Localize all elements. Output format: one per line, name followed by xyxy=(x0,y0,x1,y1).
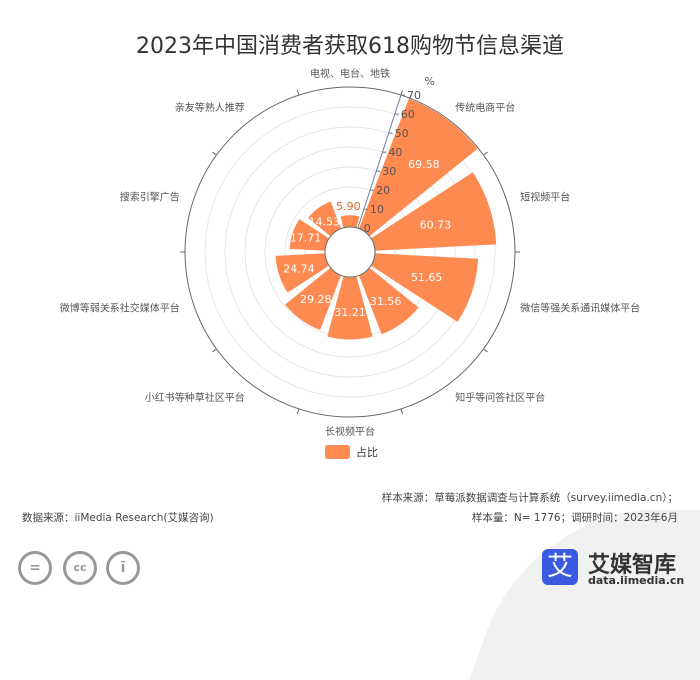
logo-name: 艾媒智库 xyxy=(588,553,677,578)
chart-title: 2023年中国消费者获取618购物节信息渠道 xyxy=(136,34,564,59)
category-label: 小红书等种草社区平台 xyxy=(145,391,245,404)
angle-tick xyxy=(212,151,217,156)
radial-tick-label: 60 xyxy=(401,108,415,121)
angle-tick xyxy=(212,348,217,353)
legend-swatch xyxy=(325,445,350,459)
category-label: 亲友等熟人推荐 xyxy=(175,101,245,114)
bar-value-label: 17.71 xyxy=(290,232,322,245)
grid-circle-40 xyxy=(244,146,456,358)
category-label: 知乎等问答社区平台 xyxy=(455,391,545,404)
bar-value-label: 31.56 xyxy=(370,295,402,308)
category-label: 搜索引擎广告 xyxy=(120,191,180,204)
bar-value-label: 69.58 xyxy=(408,158,440,171)
category-label: 传统电商平台 xyxy=(455,101,515,114)
angle-tick xyxy=(483,151,488,156)
category-label: 电视、电台、地铁 xyxy=(310,67,390,80)
bar-value-label: 60.73 xyxy=(420,218,452,231)
grid-circle-50 xyxy=(224,126,476,378)
polar-chart: 5.90 电视、电台、地铁 69.58 传统电商平台 60.73 短视频平台 51.65 微信… xyxy=(60,67,640,459)
radial-tick-label: 10 xyxy=(370,203,384,216)
nd-icon: = xyxy=(18,551,52,585)
sample-size: 样本量：N= 1776；调研时间：2023年6月 xyxy=(471,512,678,524)
angle-tick xyxy=(296,408,300,414)
logo-icon: 艾 xyxy=(542,549,578,585)
category-label: 微博等弱关系社交媒体平台 xyxy=(60,301,180,314)
bar-1 xyxy=(358,98,478,237)
category-label: 微信等强关系通讯媒体平台 xyxy=(520,301,640,314)
bar-value-label: 31.21 xyxy=(334,306,366,319)
bar-3 xyxy=(370,253,479,322)
bar-value-label: 51.65 xyxy=(411,271,443,284)
bar-4 xyxy=(358,267,419,335)
bar-value-label: 29.28 xyxy=(300,293,332,306)
legend-label: 占比 xyxy=(356,445,378,459)
radial-tick-label: 30 xyxy=(382,165,396,178)
radial-tick-label: 50 xyxy=(395,127,409,140)
cc-icon: cc xyxy=(63,551,97,585)
category-label: 长视频平台 xyxy=(325,425,375,438)
bar-7 xyxy=(275,253,330,293)
radial-tick-label: 40 xyxy=(388,146,402,159)
bar-5 xyxy=(327,276,373,340)
bar-value-label: 14.53 xyxy=(309,215,341,228)
bar-8 xyxy=(289,219,330,251)
data-source: 数据来源：iiMedia Research(艾媒咨询) xyxy=(22,512,214,524)
bar-value-label: 24.74 xyxy=(283,263,315,276)
bar-9 xyxy=(307,201,342,237)
grid-circle-60 xyxy=(204,106,496,398)
logo-url: data.iimedia.cn xyxy=(588,574,685,587)
bar-value-label: 5.90 xyxy=(336,200,361,213)
bar-6 xyxy=(285,267,342,331)
radial-tick-label: 70 xyxy=(407,89,421,102)
by-icon: ī xyxy=(106,551,140,585)
radial-tick-label: 20 xyxy=(376,184,390,197)
category-label: 短视频平台 xyxy=(520,191,570,204)
angle-tick xyxy=(400,90,404,96)
sample-source: 样本来源：草莓派数据调查与计算系统（survey.iimedia.cn）； xyxy=(381,492,678,504)
bar-0 xyxy=(340,215,360,228)
angle-tick xyxy=(483,348,488,353)
radial-axis xyxy=(357,94,402,229)
radial-unit: % xyxy=(424,75,434,88)
bar-2 xyxy=(370,172,497,251)
radial-tick-label: 0 xyxy=(364,222,371,235)
inner-hole xyxy=(324,226,376,278)
angle-tick xyxy=(296,90,300,96)
angle-tick xyxy=(400,408,404,414)
